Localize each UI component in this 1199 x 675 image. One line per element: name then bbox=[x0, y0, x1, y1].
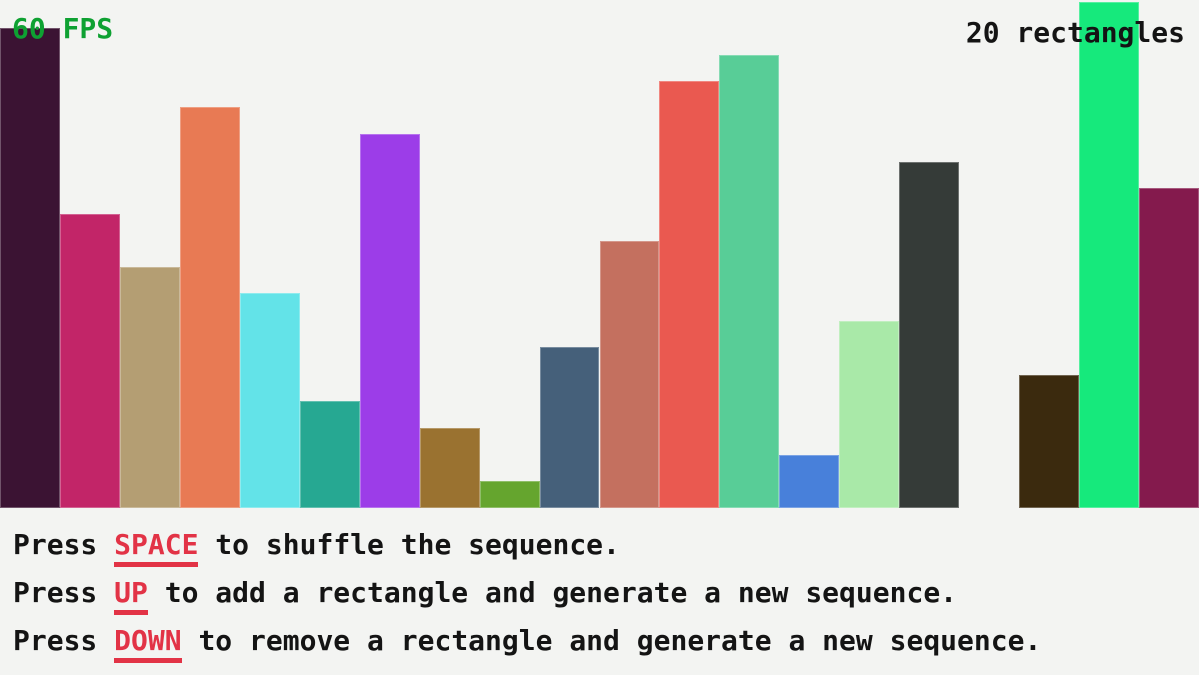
rectangle-bar bbox=[599, 241, 660, 508]
instruction-line-add: Press UP to add a rectangle and generate… bbox=[13, 576, 1041, 624]
rectangle-bar bbox=[1019, 375, 1080, 508]
rectangle-bar bbox=[479, 481, 540, 508]
rectangle-bar bbox=[419, 428, 480, 508]
rectangle-bar bbox=[299, 401, 360, 508]
key-up: UP bbox=[114, 579, 148, 615]
rectangle-bar bbox=[179, 107, 240, 508]
key-down: DOWN bbox=[114, 627, 182, 663]
bars-stage bbox=[0, 2, 1199, 508]
rectangle-bar bbox=[659, 81, 720, 508]
instructions: Press SPACE to shuffle the sequence. Pre… bbox=[13, 528, 1041, 672]
instruction-prefix: Press bbox=[13, 576, 115, 609]
rectangle-bar bbox=[1079, 2, 1140, 508]
rectangle-bar bbox=[839, 321, 900, 508]
instruction-suffix: to add a rectangle and generate a new se… bbox=[147, 576, 958, 609]
instruction-prefix: Press bbox=[13, 528, 115, 561]
instruction-line-remove: Press DOWN to remove a rectangle and gen… bbox=[13, 624, 1041, 672]
rectangle-bar bbox=[59, 214, 120, 508]
rectangle-bar bbox=[359, 134, 420, 508]
rectangle-bar bbox=[0, 28, 60, 508]
rectangle-bar bbox=[239, 293, 300, 508]
instruction-prefix: Press bbox=[13, 624, 115, 657]
key-space: SPACE bbox=[114, 531, 199, 567]
rectangle-bar bbox=[1139, 188, 1199, 508]
instruction-suffix: to shuffle the sequence. bbox=[198, 528, 620, 561]
rectangle-bar bbox=[539, 347, 600, 508]
rectangle-bar bbox=[719, 55, 780, 508]
instruction-suffix: to remove a rectangle and generate a new… bbox=[181, 624, 1042, 657]
rectangle-bar bbox=[779, 455, 840, 508]
rectangle-bar bbox=[119, 267, 180, 508]
instruction-line-shuffle: Press SPACE to shuffle the sequence. bbox=[13, 528, 1041, 576]
rectangle-count: 20 rectangles bbox=[965, 16, 1185, 49]
fps-counter: 60 FPS bbox=[12, 12, 114, 45]
rectangle-bar bbox=[899, 162, 960, 508]
